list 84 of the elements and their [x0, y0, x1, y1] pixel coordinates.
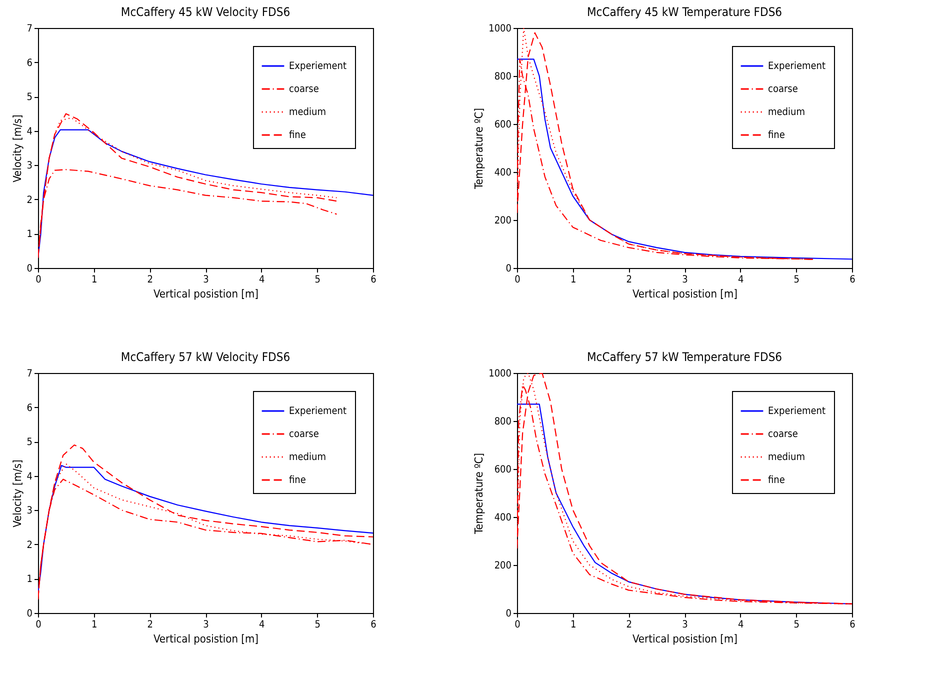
y-tick-label: 1000: [488, 368, 512, 380]
y-tick-label: 0: [506, 264, 512, 274]
legend-label: fine: [289, 130, 306, 141]
legend-label: fine: [768, 130, 786, 141]
y-tick-label: 0: [26, 264, 33, 274]
chart-title: McCaffery 57 kW Velocity FDS6: [120, 350, 290, 364]
y-tick-label: 800: [494, 416, 512, 428]
x-tick-label: 1: [91, 274, 98, 286]
x-tick-label: 6: [370, 274, 377, 286]
y-tick-label: 0: [26, 608, 33, 620]
y-tick-label: 5: [26, 92, 32, 104]
x-tick-label: 1: [570, 620, 576, 630]
x-axis-title: Vertical posistion [m]: [154, 632, 259, 646]
x-tick-label: 3: [682, 620, 688, 630]
x-tick-label: 0: [36, 620, 42, 630]
y-axis-title: Temperature ºC]: [472, 108, 486, 190]
x-tick-label: 1: [570, 274, 576, 286]
y-tick-label: 200: [494, 216, 512, 226]
x-tick-label: 3: [682, 274, 688, 286]
x-axis-title: Vertical posistion [m]: [632, 288, 738, 300]
y-axis-title: Velocity [m/s]: [10, 460, 24, 528]
x-tick-label: 2: [147, 620, 154, 630]
chart-title: McCaffery 45 kW Temperature FDS6: [586, 5, 782, 19]
x-tick-label: 0: [36, 274, 42, 286]
y-axis-title: Temperature ºC]: [472, 452, 486, 536]
y-tick-label: 3: [26, 506, 32, 517]
y-tick-label: 2: [26, 194, 32, 206]
chart-title: McCaffery 57 kW Temperature FDS6: [586, 350, 782, 364]
x-tick-label: 5: [794, 274, 800, 286]
x-axis-title: Vertical posistion [m]: [154, 288, 259, 300]
x-tick-label: 2: [147, 274, 154, 286]
y-tick-label: 6: [26, 58, 33, 69]
y-axis-title: Velocity [m/s]: [10, 114, 24, 182]
legend-label: Experiement: [768, 406, 826, 417]
chart-title: McCaffery 45 kW Velocity FDS6: [120, 5, 290, 19]
y-tick-label: 800: [494, 72, 512, 82]
y-tick-label: 6: [26, 402, 33, 414]
y-tick-label: 3: [26, 160, 32, 172]
y-tick-label: 4: [26, 471, 33, 482]
legend-label: coarse: [768, 429, 798, 440]
legend-label: medium: [289, 107, 326, 118]
legend-label: coarse: [768, 84, 798, 95]
x-tick-label: 0: [514, 620, 521, 630]
x-tick-label: 4: [738, 620, 744, 630]
y-tick-label: 5: [26, 437, 32, 448]
x-tick-label: 6: [850, 620, 856, 630]
x-tick-label: 6: [850, 274, 856, 286]
y-tick-label: 600: [494, 464, 512, 476]
x-tick-label: 2: [626, 274, 632, 286]
legend-label: coarse: [289, 429, 320, 440]
x-axis-title: Vertical posistion [m]: [632, 632, 738, 646]
y-tick-label: 1: [26, 229, 32, 240]
legend-label: fine: [289, 475, 306, 486]
y-tick-label: 7: [26, 24, 32, 34]
y-tick-label: 0: [506, 608, 512, 620]
x-tick-label: 3: [203, 620, 209, 630]
legend-label: medium: [289, 452, 326, 463]
x-tick-label: 4: [258, 620, 265, 630]
y-tick-label: 1000: [488, 24, 512, 34]
y-tick-label: 400: [494, 168, 512, 178]
x-tick-label: 5: [314, 274, 321, 286]
legend-label: coarse: [289, 84, 320, 95]
legend-label: Experiement: [289, 406, 347, 417]
legend-label: Experiement: [768, 61, 826, 72]
y-tick-label: 600: [494, 120, 512, 130]
y-tick-label: 4: [26, 126, 33, 138]
y-tick-label: 200: [494, 560, 512, 572]
y-tick-label: 7: [26, 368, 32, 380]
legend-label: medium: [768, 107, 805, 118]
x-tick-label: 4: [258, 274, 265, 286]
x-tick-label: 5: [314, 620, 321, 630]
x-tick-label: 0: [514, 274, 521, 286]
x-tick-label: 1: [91, 620, 98, 630]
y-tick-label: 400: [494, 512, 512, 524]
x-tick-label: 2: [626, 620, 632, 630]
y-tick-label: 1: [26, 574, 32, 586]
x-tick-label: 4: [738, 274, 744, 286]
y-tick-label: 2: [26, 540, 32, 551]
x-tick-label: 5: [794, 620, 800, 630]
legend-label: Experiement: [289, 61, 347, 72]
x-tick-label: 6: [370, 620, 377, 630]
x-tick-label: 3: [203, 274, 209, 286]
legend-label: medium: [768, 452, 805, 463]
legend-label: fine: [768, 475, 786, 486]
